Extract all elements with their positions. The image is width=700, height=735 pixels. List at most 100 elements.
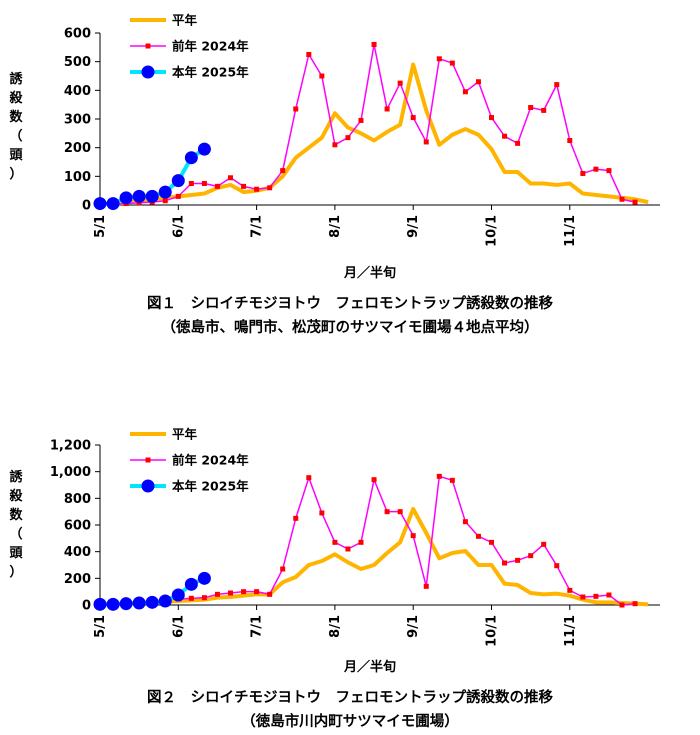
series-1-point [502, 133, 508, 139]
series-2-point [93, 197, 107, 211]
x-tick-label: 8/1 [328, 215, 343, 238]
series-2-point [106, 197, 120, 211]
series-1-point [201, 181, 207, 186]
series-1-point [241, 589, 247, 595]
x-tick-label: 10/1 [485, 615, 500, 647]
series-1-point [306, 475, 312, 481]
chart-2-x-axis-title: 月／半旬 [343, 660, 396, 675]
series-1-point [449, 477, 455, 483]
series-1-point [436, 473, 442, 479]
series-1-line [99, 475, 636, 606]
series-1-point [162, 198, 168, 204]
series-1-point [267, 591, 273, 597]
series-1-point [188, 595, 194, 601]
series-1-point [528, 553, 534, 559]
series-1-point [384, 106, 390, 112]
series-1-point [541, 541, 547, 547]
series-2-point [171, 174, 185, 188]
x-tick-label: 6/1 [171, 615, 186, 638]
y-tick-label: 100 [64, 170, 91, 185]
series-2-point [119, 597, 133, 611]
series-1-point [632, 199, 638, 205]
x-tick-label: 9/1 [406, 215, 421, 238]
series-1-point [214, 591, 220, 597]
series-1-point [475, 79, 481, 85]
series-0-line [100, 62, 649, 206]
legend-0-label: 平年 [172, 13, 198, 28]
series-1-point [306, 52, 312, 57]
series-1-point [528, 105, 534, 111]
legend-2-marker [141, 479, 155, 493]
series-2-point [132, 596, 146, 610]
series-1-point [462, 519, 468, 525]
series-2-point [158, 594, 172, 608]
y-tick-label: 200 [64, 572, 91, 587]
series-2-point [106, 597, 120, 611]
series-2-point [197, 142, 211, 156]
series-1-point [371, 41, 377, 47]
y-tick-label: 400 [64, 84, 91, 99]
series-1-point [580, 170, 586, 176]
series-2-point [197, 571, 211, 585]
chart-2-subtitle: （徳島市川内町サツマイモ圃場） [241, 714, 459, 730]
legend-1-marker [145, 457, 151, 463]
series-2-point [145, 595, 159, 609]
series-1-point [332, 142, 338, 148]
series-1-point [319, 510, 325, 516]
legend-1-marker [145, 43, 151, 49]
y-tick-label: 500 [64, 55, 91, 70]
chart-1-plot: 0 100 200 300 400 500 600 5/1 6/1 7/1 8/1 9/1 10/1 11… [64, 13, 660, 247]
series-1-point [515, 140, 521, 146]
series-2-point [184, 577, 198, 591]
legend-2-label: 本年 2025年 [172, 479, 249, 494]
series-1-point [423, 583, 429, 589]
series-2-point [145, 189, 159, 203]
series-1-point [436, 56, 442, 62]
y-tick-label: 1,200 [50, 439, 91, 454]
series-1-point [619, 196, 625, 202]
x-tick-label: 6/1 [171, 215, 186, 238]
series-1-point [410, 533, 416, 539]
legend-0-label: 平年 [172, 427, 198, 442]
series-1-point [449, 60, 455, 66]
y-tick-label: 1,000 [50, 465, 91, 480]
series-1-point [475, 533, 481, 539]
y-tick-label: 600 [64, 519, 91, 534]
series-1-point [280, 168, 286, 174]
series-2-point [119, 191, 133, 205]
series-1-point [606, 592, 612, 598]
series-1-point [241, 183, 247, 189]
y-tick-label: 800 [64, 492, 91, 507]
x-tick-label: 11/1 [563, 215, 578, 247]
chart-1-x-axis-title: 月／半旬 [343, 266, 396, 281]
y-tick-label: 200 [64, 141, 91, 156]
series-1-point [593, 593, 599, 599]
series-1-point [228, 175, 233, 181]
legend-2-label: 本年 2025年 [172, 65, 249, 80]
series-2-point [171, 588, 185, 602]
series-1-point [567, 138, 573, 143]
chart-2-title: 図２ シロイチモジヨトウ フェロモントラップ誘殺数の推移 [147, 690, 553, 706]
series-1-point [515, 557, 521, 563]
chart-1-subtitle: （徳島市、鳴門市、松茂町のサツマイモ圃場４地点平均） [161, 320, 539, 336]
series-1-point [358, 117, 364, 123]
series-1-point [580, 594, 586, 600]
series-1-point [593, 166, 599, 172]
series-1-point [280, 566, 286, 572]
series-2-point [158, 185, 172, 199]
y-tick-label: 300 [64, 113, 91, 128]
series-1-point [397, 80, 403, 86]
series-1-point [541, 107, 547, 113]
series-1-point [462, 89, 468, 95]
series-1-point [410, 115, 416, 121]
chart-2-plot: 0 200 400 600 800 1,000 1,200 5/1 6/1 7/1 8/1 9/1 10… [50, 427, 660, 647]
series-1-point [489, 115, 494, 121]
series-1-point [332, 539, 338, 545]
series-1-point [345, 546, 351, 552]
series-1-point [397, 509, 403, 515]
series-1-point [567, 587, 573, 593]
series-1-point [489, 539, 494, 545]
chart-1-y-axis-title: 誘殺数（頭） [9, 72, 23, 182]
y-tick-label: 400 [64, 545, 91, 560]
series-1-point [606, 168, 612, 174]
